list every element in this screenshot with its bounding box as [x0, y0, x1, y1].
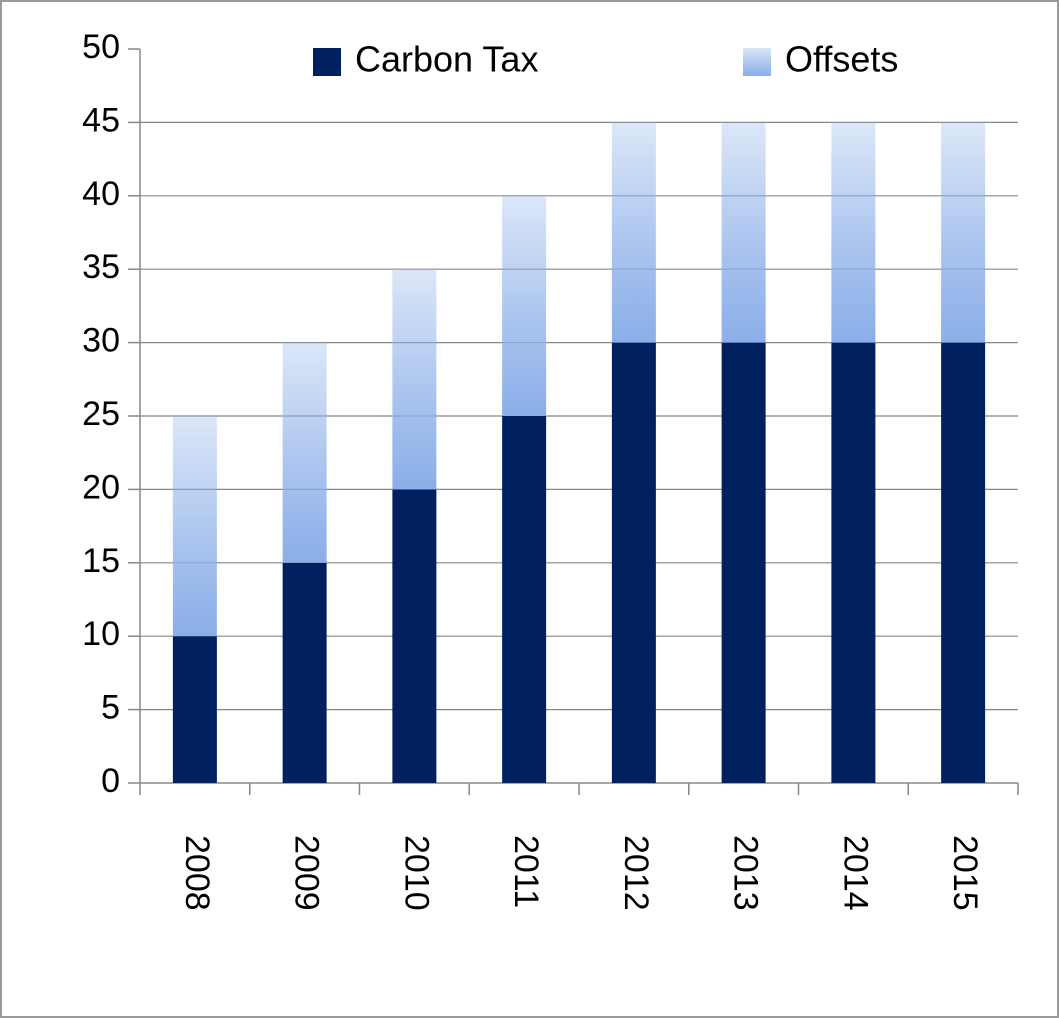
- y-tick-label: 5: [101, 689, 120, 727]
- y-tick-label: 40: [82, 175, 120, 213]
- y-tick-label: 20: [82, 468, 120, 506]
- x-tick-label: 2013: [727, 835, 765, 911]
- x-tick-label: 2009: [288, 835, 326, 911]
- bar-segment: [941, 122, 986, 343]
- y-tick-label: 25: [82, 395, 120, 433]
- y-tick-label: 35: [82, 248, 120, 286]
- bar-segment: [611, 122, 656, 343]
- y-tick-label: 0: [101, 762, 120, 800]
- bar-segment: [721, 122, 766, 343]
- bar-segment: [502, 416, 547, 783]
- bar-segment: [831, 122, 876, 343]
- legend-swatch: [313, 48, 341, 76]
- x-tick-label: 2011: [507, 835, 545, 908]
- legend-swatch: [743, 48, 771, 76]
- bar-segment: [282, 342, 327, 563]
- y-tick-label: 50: [82, 28, 120, 66]
- bar-segment: [392, 489, 437, 783]
- bar-segment: [611, 342, 656, 783]
- bar-segment: [282, 562, 327, 783]
- bar-segment: [721, 342, 766, 783]
- bar-segment: [502, 195, 547, 416]
- y-tick-label: 45: [82, 101, 120, 139]
- x-tick-label: 2008: [178, 835, 216, 911]
- bar-segment: [172, 416, 217, 637]
- legend-label: Carbon Tax: [355, 39, 538, 80]
- bar-segment: [831, 342, 876, 783]
- bar-segment: [392, 269, 437, 490]
- x-tick-label: 2012: [617, 835, 655, 911]
- bar-segment: [941, 342, 986, 783]
- x-tick-label: 2015: [946, 835, 984, 911]
- y-tick-label: 15: [82, 542, 120, 580]
- y-tick-label: 30: [82, 322, 120, 360]
- bar-segment: [172, 636, 217, 783]
- legend-label: Offsets: [785, 39, 898, 80]
- x-tick-label: 2014: [836, 835, 874, 911]
- x-tick-label: 2010: [397, 835, 435, 911]
- y-tick-label: 10: [82, 615, 120, 653]
